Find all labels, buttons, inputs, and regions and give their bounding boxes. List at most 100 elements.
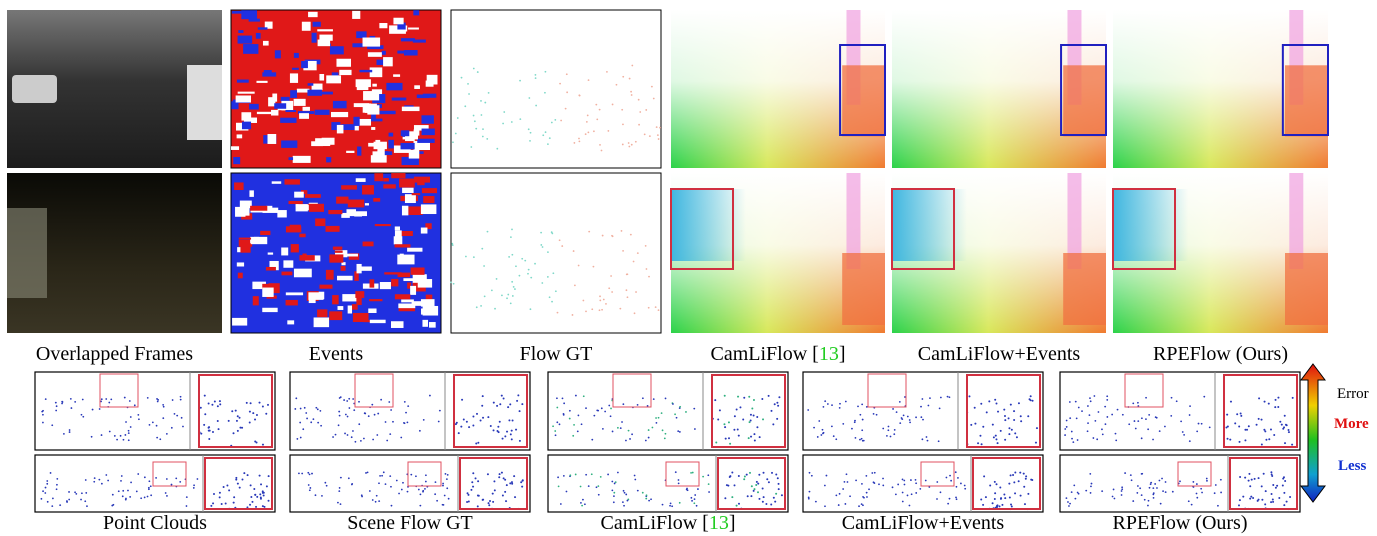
event-patch (258, 27, 268, 29)
flow-point (502, 123, 504, 125)
point (1029, 398, 1031, 400)
point (759, 436, 761, 438)
point (995, 435, 997, 437)
event-patch (272, 181, 282, 183)
point (120, 480, 122, 482)
point (311, 473, 313, 475)
point (499, 421, 501, 423)
point (822, 429, 824, 431)
point (147, 397, 149, 399)
point (208, 426, 210, 428)
point (1214, 492, 1216, 494)
event-patch (421, 308, 436, 314)
point (308, 484, 310, 486)
point (734, 484, 736, 486)
point (596, 486, 598, 488)
point (467, 492, 469, 494)
point (420, 493, 422, 495)
event-patch (256, 33, 261, 39)
point (180, 396, 182, 398)
point (368, 415, 370, 417)
point (947, 503, 949, 505)
point (42, 422, 44, 424)
event-patch (393, 74, 400, 77)
point (950, 480, 952, 482)
point (708, 491, 710, 493)
flow-point (573, 142, 575, 144)
flow-point (574, 284, 576, 286)
point (1121, 490, 1123, 492)
event-patch (348, 306, 352, 314)
point (1134, 420, 1136, 422)
point (738, 435, 740, 437)
point (882, 428, 884, 430)
point (339, 415, 341, 417)
point (69, 431, 71, 433)
point (471, 481, 473, 483)
point (50, 472, 52, 474)
point (1220, 479, 1222, 481)
event-patch (286, 300, 298, 306)
event-patch (253, 296, 259, 305)
point (107, 480, 109, 482)
flow-point (582, 300, 584, 302)
point (335, 434, 337, 436)
point (1141, 494, 1143, 496)
event-patch (410, 286, 416, 295)
point (1011, 506, 1013, 508)
point (555, 434, 557, 436)
event-patch (371, 127, 375, 130)
point (472, 416, 474, 418)
point (42, 414, 44, 416)
point (86, 505, 88, 507)
event-patch (329, 254, 343, 262)
point (1027, 415, 1029, 417)
point (874, 472, 876, 474)
point (634, 475, 636, 477)
point (56, 488, 58, 490)
point (346, 400, 348, 402)
event-patch (266, 267, 276, 271)
event-patch (256, 81, 267, 83)
point (1179, 480, 1181, 482)
point (591, 473, 593, 475)
point-cloud-panel (290, 455, 530, 512)
point (839, 403, 841, 405)
point (237, 430, 239, 432)
point (915, 416, 917, 418)
point (1067, 501, 1069, 503)
flow-point (565, 108, 567, 110)
flow-point (506, 297, 508, 299)
flow-point (450, 281, 452, 283)
point (148, 488, 150, 490)
flow-point (658, 138, 660, 140)
point (936, 481, 938, 483)
point (157, 399, 159, 401)
point (520, 481, 522, 483)
point (166, 495, 168, 497)
caption: CamLiFlow+Events (842, 512, 1005, 534)
event-patch (401, 38, 415, 41)
point (493, 402, 495, 404)
point (1009, 497, 1011, 499)
point (502, 494, 504, 496)
event-patch (341, 185, 357, 189)
flow-point (481, 114, 483, 116)
point (1121, 494, 1123, 496)
point-cloud-panel (548, 372, 788, 450)
point (301, 473, 303, 475)
event-patch (412, 193, 421, 195)
point (957, 477, 959, 479)
flow-point (511, 254, 513, 256)
point (1150, 483, 1152, 485)
event-patch (308, 12, 318, 17)
point (225, 503, 227, 505)
point (1270, 471, 1272, 473)
event-patch (380, 111, 396, 114)
point (979, 435, 981, 437)
point (1282, 485, 1284, 487)
point (750, 436, 752, 438)
point (214, 401, 216, 403)
point (1096, 438, 1098, 440)
event-patch (332, 295, 339, 304)
